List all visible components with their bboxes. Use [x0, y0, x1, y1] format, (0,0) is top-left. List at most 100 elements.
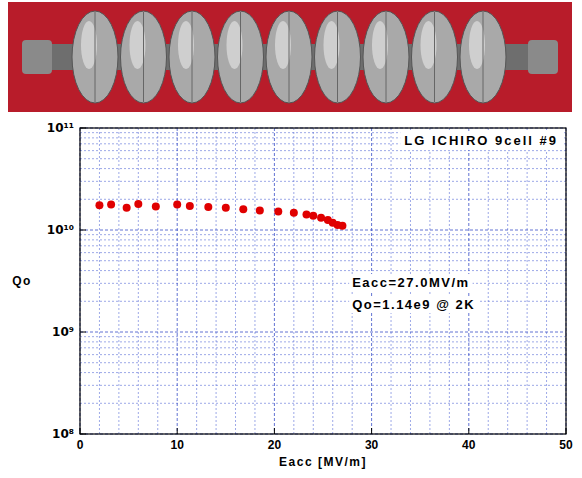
grid — [80, 128, 566, 434]
x-tick — [274, 428, 275, 434]
minor-grid-line — [80, 354, 566, 355]
minor-grid-line — [80, 245, 566, 246]
minor-grid-line — [196, 128, 197, 434]
point — [290, 209, 298, 217]
cell — [363, 11, 409, 103]
cell — [460, 11, 506, 103]
minor-grid-line — [80, 301, 566, 302]
minor-grid-line — [293, 128, 294, 434]
y-tick — [80, 434, 86, 435]
minor-grid-line — [80, 158, 566, 159]
flange — [22, 40, 52, 74]
y-tick-label: 10¹⁰ — [47, 223, 74, 237]
x-tick — [566, 428, 567, 434]
figure: 0102030405010⁸10⁹10¹⁰10¹¹Eacc [MV/m]QoLG… — [0, 0, 582, 478]
minor-grid-line — [527, 128, 528, 434]
y-tick-label: 10⁹ — [52, 325, 74, 339]
annotations: Eacc=27.0MV/m Qo=1.14e9 @ 2K — [349, 274, 478, 313]
minor-grid-line — [80, 168, 566, 169]
annotation: Qo=1.14e9 @ 2K — [352, 297, 475, 312]
y-tick — [80, 128, 86, 129]
cell — [315, 11, 361, 103]
weld-seam — [95, 12, 96, 102]
weld-seam — [240, 12, 241, 102]
minor-grid-line — [332, 128, 333, 434]
point — [107, 200, 115, 208]
y-tick — [80, 332, 86, 333]
point — [338, 222, 346, 230]
point — [256, 207, 264, 215]
weld-seam — [192, 12, 193, 102]
minor-grid-line — [80, 239, 566, 240]
point — [222, 204, 230, 212]
annotation-background — [349, 274, 472, 291]
annotation: Eacc=27.0MV/m — [352, 275, 469, 290]
minor-grid-line — [488, 128, 489, 434]
cell — [266, 11, 312, 103]
minor-grid-line — [138, 128, 139, 434]
minor-grid-line — [254, 128, 255, 434]
minor-grid-line — [80, 270, 566, 271]
point — [239, 205, 247, 213]
x-axis-title: Eacc [MV/m] — [279, 455, 367, 469]
minor-grid-line — [80, 336, 566, 337]
point — [173, 200, 181, 208]
x-tick — [177, 428, 178, 434]
minor-grid-line — [99, 128, 100, 434]
minor-grid-line — [80, 347, 566, 348]
weld-seam — [434, 12, 435, 102]
cell — [72, 11, 118, 103]
x-tick-label: 0 — [77, 438, 84, 452]
weld-seam — [289, 12, 290, 102]
grid-line — [274, 128, 275, 434]
plot-background — [80, 128, 566, 434]
minor-grid-line — [80, 252, 566, 253]
point — [309, 212, 317, 220]
title: LG ICHIRO 9cell #9 — [404, 133, 558, 148]
cell — [169, 11, 215, 103]
series — [95, 200, 346, 230]
minor-grid-line — [507, 128, 508, 434]
point — [302, 210, 310, 218]
title-group: LG ICHIRO 9cell #9 — [400, 131, 562, 150]
grid-line — [80, 230, 566, 231]
weld-seam — [337, 12, 338, 102]
minor-grid-line — [235, 128, 236, 434]
x-tick-label: 40 — [462, 438, 476, 452]
grid-line — [80, 332, 566, 333]
cell — [412, 11, 458, 103]
point — [204, 203, 212, 211]
x-tick-label: 20 — [268, 438, 282, 452]
minor-grid-line — [80, 150, 566, 151]
minor-grid-line — [80, 260, 566, 261]
minor-grid-line — [157, 128, 158, 434]
point — [152, 202, 160, 210]
y-tick — [80, 230, 86, 231]
minor-grid-line — [80, 283, 566, 284]
title-background — [400, 131, 562, 150]
x-tick-label: 10 — [171, 438, 185, 452]
weld-seam — [483, 12, 484, 102]
flange — [528, 40, 558, 74]
minor-grid-line — [80, 372, 566, 373]
minor-grid-line — [80, 181, 566, 182]
grid-line — [177, 128, 178, 434]
y-tick-label: 10⁸ — [52, 427, 74, 441]
minor-grid-line — [80, 385, 566, 386]
point — [134, 200, 142, 208]
minor-grid-line — [546, 128, 547, 434]
minor-grid-line — [80, 341, 566, 342]
x-tick — [468, 428, 469, 434]
point — [317, 214, 325, 222]
minor-grid-line — [118, 128, 119, 434]
y-axis-title: Qo — [12, 274, 32, 288]
minor-grid-line — [313, 128, 314, 434]
y-tick-label: 10¹¹ — [47, 121, 74, 135]
photo-background — [8, 2, 572, 112]
weld-seam — [386, 12, 387, 102]
minor-grid-line — [80, 199, 566, 200]
point — [95, 201, 103, 209]
weld-seam — [143, 12, 144, 102]
cell — [121, 11, 167, 103]
x-tick — [80, 428, 81, 434]
